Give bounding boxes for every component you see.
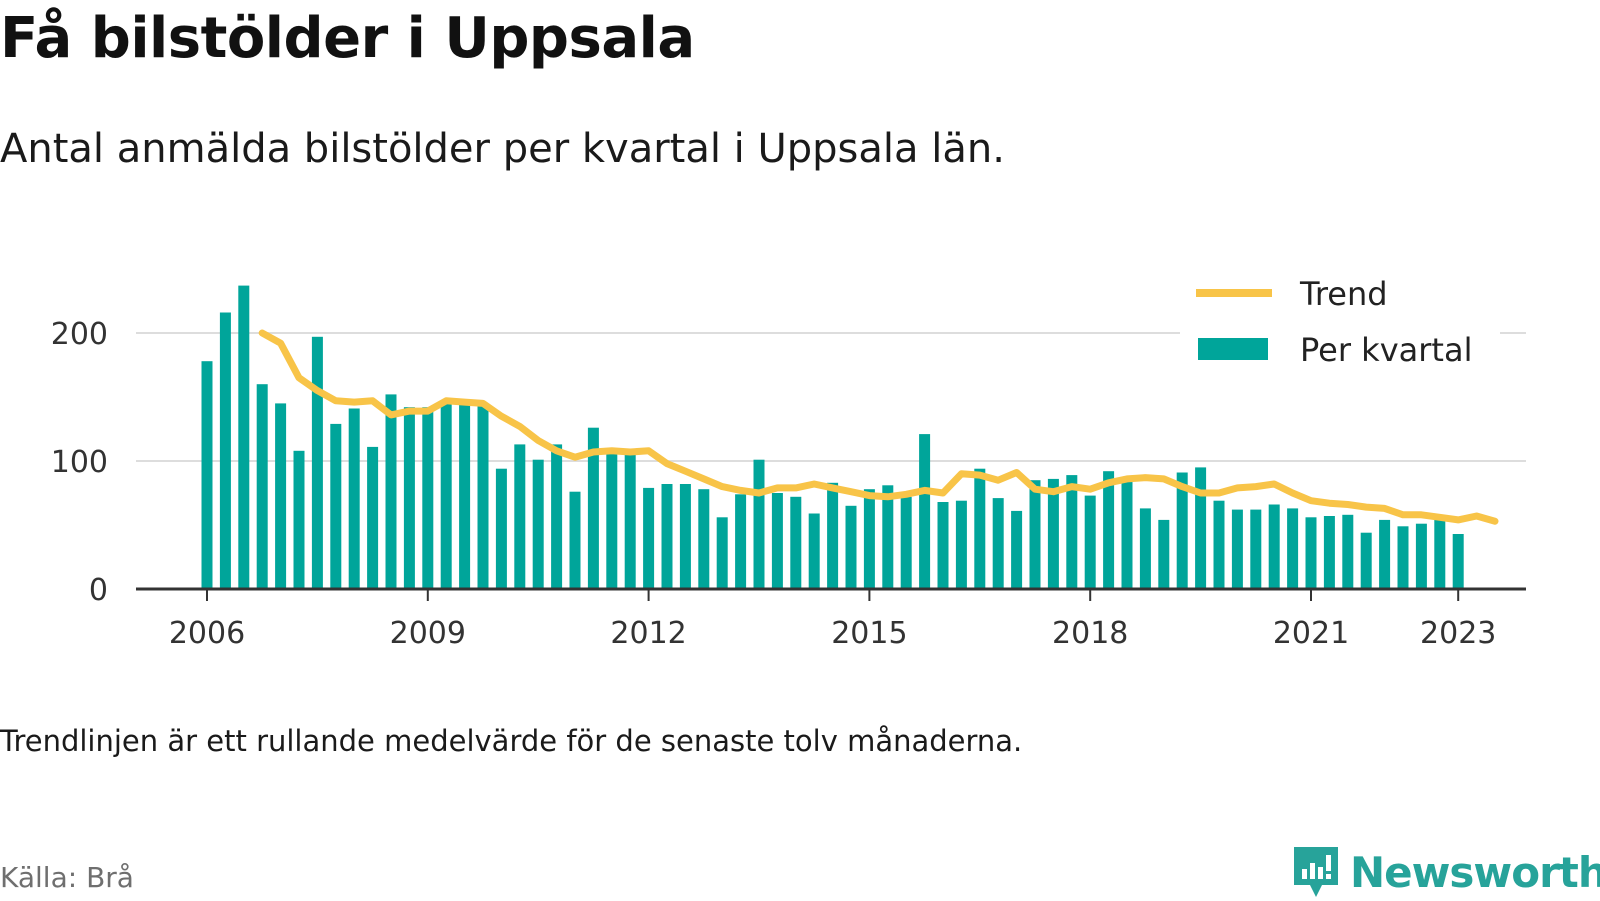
bar xyxy=(238,285,250,589)
bar xyxy=(569,491,581,589)
bar xyxy=(1434,517,1446,589)
x-tick-label: 2006 xyxy=(169,616,245,651)
bar xyxy=(514,444,526,589)
bar xyxy=(1139,508,1151,589)
bar xyxy=(937,502,949,589)
bar xyxy=(1231,509,1243,589)
bar xyxy=(1250,509,1262,589)
bar xyxy=(919,434,931,589)
bar xyxy=(753,459,765,589)
bar xyxy=(367,446,379,589)
bar xyxy=(624,453,636,589)
y-tick-label: 100 xyxy=(51,445,108,480)
bar xyxy=(532,459,544,589)
bar xyxy=(551,444,563,589)
bars-per-kvartal xyxy=(201,285,1464,589)
bar xyxy=(643,487,655,589)
bar xyxy=(716,517,728,589)
source-text: Källa: Brå xyxy=(0,861,134,894)
bar xyxy=(735,494,747,589)
bar xyxy=(1103,471,1115,589)
footnote: Trendlinjen är ett rullande medelvärde f… xyxy=(0,724,1023,758)
bar xyxy=(422,407,434,589)
y-tick-label: 200 xyxy=(51,317,108,352)
x-tick-label: 2015 xyxy=(831,616,907,651)
newsworthy-logo-icon xyxy=(1294,847,1338,897)
bar xyxy=(293,450,305,589)
bar xyxy=(1397,526,1409,589)
bar xyxy=(587,427,599,589)
chart-subtitle: Antal anmälda bilstölder per kvartal i U… xyxy=(0,126,1005,172)
bar xyxy=(385,394,397,589)
bar xyxy=(606,453,618,589)
bar xyxy=(1029,480,1041,589)
bar xyxy=(348,408,360,589)
bar xyxy=(771,493,783,589)
bar xyxy=(330,423,342,589)
chart-title: Få bilstölder i Uppsala xyxy=(0,6,695,71)
bar xyxy=(679,484,691,589)
bar xyxy=(275,403,287,589)
bar xyxy=(661,484,673,589)
bar xyxy=(1379,519,1391,589)
bar xyxy=(1195,467,1207,589)
bar xyxy=(808,513,820,589)
legend-bar-label: Per kvartal xyxy=(1300,331,1472,369)
bar xyxy=(1342,514,1354,589)
x-tick-label: 2023 xyxy=(1420,616,1496,651)
bar xyxy=(992,498,1004,589)
bar xyxy=(201,361,213,589)
bar xyxy=(1176,472,1188,589)
bar xyxy=(974,468,986,589)
bar xyxy=(698,489,710,589)
newsworthy-logo: Newsworthy xyxy=(1290,843,1600,901)
newsworthy-logo-text: Newsworthy xyxy=(1350,847,1600,897)
bar xyxy=(477,403,489,589)
y-axis-labels: 0 100 200 xyxy=(51,317,108,608)
bar xyxy=(1305,517,1317,589)
bar xyxy=(955,500,967,589)
bar xyxy=(1287,508,1299,589)
bar xyxy=(1047,478,1059,589)
bar xyxy=(1121,481,1133,589)
legend: Trend Per kvartal xyxy=(1180,272,1500,376)
bar xyxy=(1084,495,1096,589)
bar xyxy=(1360,532,1372,589)
bar xyxy=(256,384,268,589)
bar xyxy=(311,336,323,589)
bar xyxy=(827,482,839,589)
bar xyxy=(882,485,894,589)
bar xyxy=(440,403,452,589)
x-tick-label: 2021 xyxy=(1273,616,1349,651)
x-tick-label: 2018 xyxy=(1052,616,1128,651)
bar xyxy=(845,505,857,589)
bar xyxy=(403,407,415,589)
bar xyxy=(1323,516,1335,589)
bar xyxy=(790,496,802,589)
x-tick-label: 2012 xyxy=(610,616,686,651)
bar xyxy=(1066,475,1078,589)
bar xyxy=(1011,510,1023,589)
bar xyxy=(863,489,875,589)
bar xyxy=(1268,504,1280,589)
x-tick-label: 2009 xyxy=(390,616,466,651)
y-tick-label: 0 xyxy=(89,573,108,608)
x-axis-labels: 2006 2009 2012 2015 2018 2021 2023 xyxy=(169,589,1496,651)
bar xyxy=(459,403,471,589)
legend-bar-swatch xyxy=(1198,338,1268,360)
legend-trend-label: Trend xyxy=(1299,275,1388,313)
bar xyxy=(219,312,231,589)
bar xyxy=(495,468,507,589)
bar xyxy=(1452,534,1464,589)
bar xyxy=(900,496,912,589)
trend-line xyxy=(258,329,1499,525)
bar xyxy=(1415,523,1427,589)
bar xyxy=(1213,500,1225,589)
bar-line-chart: 0 100 200 2006 2009 2012 2015 2018 2021 2023 Tre… xyxy=(50,272,1526,651)
bar xyxy=(1158,519,1170,589)
